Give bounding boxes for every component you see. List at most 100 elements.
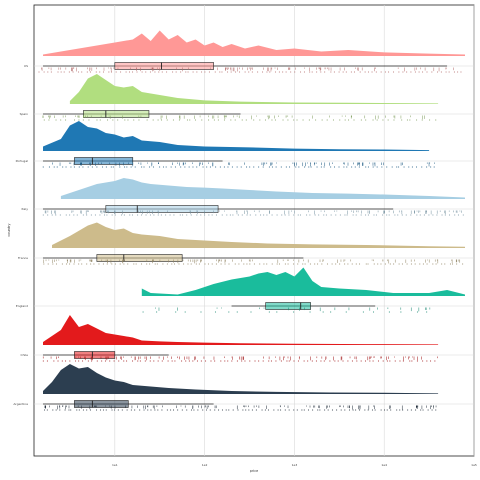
rain-point [290,71,292,73]
rain-point [184,166,186,168]
rain-point [235,71,237,73]
rain-point [69,214,71,216]
rain-point [65,360,67,362]
rain-point [123,263,125,265]
rain-point [228,311,230,313]
rain-point [180,166,182,168]
rain-point [178,263,180,265]
rain-point [297,360,299,362]
rain-point [373,263,375,265]
rain-point [344,409,346,411]
series-italy [42,178,466,216]
rain-point [208,214,210,216]
rain-point [249,166,251,168]
rain-point [43,119,45,121]
rain-point [383,409,386,411]
rain-point [196,166,198,168]
y-tick-label: US [24,64,28,68]
rain-point [344,263,346,265]
rain-point [86,263,88,265]
rain-point [311,360,313,362]
rain-point [264,119,267,121]
rain-point [308,166,310,168]
rain-point [210,360,212,362]
rain-point [154,409,156,411]
rain-point [144,360,146,362]
series-england [141,267,466,313]
rain-point [201,71,203,73]
rain-point [211,214,213,216]
rain-point [325,214,327,216]
rain-point [271,166,273,168]
rain-point [422,360,424,362]
rain-point [82,119,84,121]
rain-point [190,409,193,411]
rain-point [295,166,297,168]
rain-point [440,71,442,73]
rain-point [444,214,446,216]
rain-point [441,263,443,265]
y-tick-label: England [16,304,28,308]
rain-point [232,214,234,216]
y-tick-label: France [18,256,28,260]
rain-point [276,214,278,216]
rain-point [117,119,119,121]
rain-point [61,263,63,265]
rain-point [147,409,149,411]
rain-point [282,119,284,121]
rain-point [301,409,303,411]
rain-point [123,214,125,216]
rain-point [320,166,322,168]
rain-point [65,119,67,121]
rain-point [298,166,300,168]
rain-point [86,71,88,73]
rain-point [374,409,376,411]
rain-point [241,214,243,216]
rain-point [215,166,217,168]
rain-point [322,311,324,313]
rain-point [72,71,74,73]
rain-point [339,263,341,265]
rain-point [280,166,282,168]
rain-point [280,409,282,411]
rain-point [166,119,168,121]
rain-point [105,409,107,411]
rain-point [462,214,464,216]
rain-point [418,71,420,73]
rain-point [293,119,295,121]
rain-point [384,71,386,73]
rain-point [335,263,337,265]
rain-point [261,409,263,411]
rain-point [234,119,236,121]
rain-point [414,71,416,73]
rain-point [221,214,223,216]
rain-point [406,263,408,265]
rain-point [186,214,188,216]
rain-point [154,263,156,265]
rain-point [106,263,108,265]
rain-point [189,119,191,121]
rain-point [114,214,116,216]
rain-point [315,119,317,121]
rain-point [317,263,319,265]
rain-point [99,214,101,216]
rain-point [326,119,328,121]
rain-point [416,311,419,313]
rain-point [270,360,272,362]
rain-point [435,263,437,265]
rain-point [426,263,428,265]
rain-point [400,311,402,313]
rain-point [405,214,407,216]
rain-point [111,263,113,265]
rain-point [204,214,206,216]
rain-point [408,166,410,168]
rain-point [367,214,369,216]
rain-point [431,71,433,73]
rain-point [89,409,92,411]
rain-point [320,71,322,73]
rain-point [220,263,222,265]
rain-point [278,71,280,73]
rain-point [55,409,57,411]
rain-point [237,214,239,216]
rain-point [335,214,337,216]
